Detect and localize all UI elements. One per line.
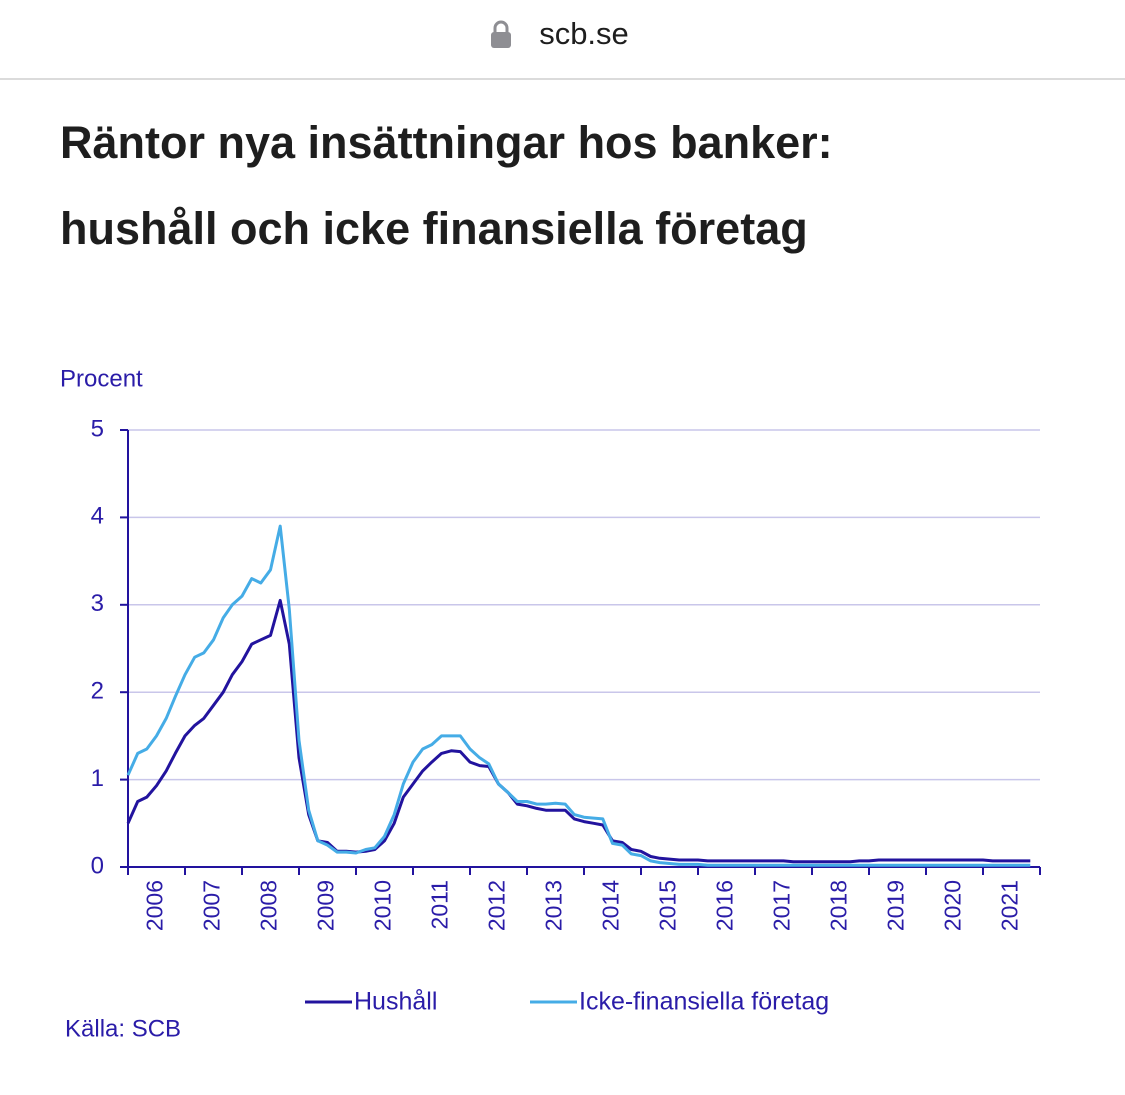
- x-tick-label: 2011: [427, 880, 453, 929]
- x-tick-label: 2010: [370, 880, 396, 931]
- x-tick-label: 2012: [484, 880, 510, 931]
- x-tick-label: 2014: [598, 880, 624, 931]
- x-tick-label: 2006: [142, 880, 168, 931]
- y-tick-label: 4: [91, 503, 104, 530]
- y-tick-label: 2: [91, 678, 104, 705]
- x-tick-label: 2021: [997, 880, 1023, 931]
- source: Källa: SCB: [65, 1015, 181, 1042]
- x-tick-label: 2007: [199, 880, 225, 931]
- legend-label: Icke-finansiella företag: [579, 988, 829, 1016]
- y-tick-label: 5: [91, 415, 104, 442]
- y-axis-label: Procent: [60, 365, 143, 392]
- x-tick-label: 2016: [712, 880, 738, 931]
- lock-icon: [491, 20, 511, 48]
- x-tick-label: 2008: [256, 880, 282, 931]
- x-tick-label: 2019: [883, 880, 909, 931]
- x-tick-label: 2015: [655, 880, 681, 931]
- title: Räntor nya insättningar hos banker: hush…: [60, 117, 833, 254]
- url[interactable]: scb.se: [539, 16, 629, 51]
- legend-label: Hushåll: [354, 988, 437, 1016]
- x-tick-label: 2009: [313, 880, 339, 931]
- y-tick-label: 1: [91, 765, 104, 792]
- x-tick-label: 2013: [541, 880, 567, 931]
- series-line: [126, 598, 1031, 864]
- x-tick-label: 2018: [826, 880, 852, 931]
- series-line: [126, 524, 1031, 867]
- y-tick-label: 0: [91, 852, 104, 879]
- x-tick-label: 2020: [940, 880, 966, 931]
- x-tick-label: 2017: [769, 880, 795, 931]
- y-tick-label: 3: [91, 590, 104, 617]
